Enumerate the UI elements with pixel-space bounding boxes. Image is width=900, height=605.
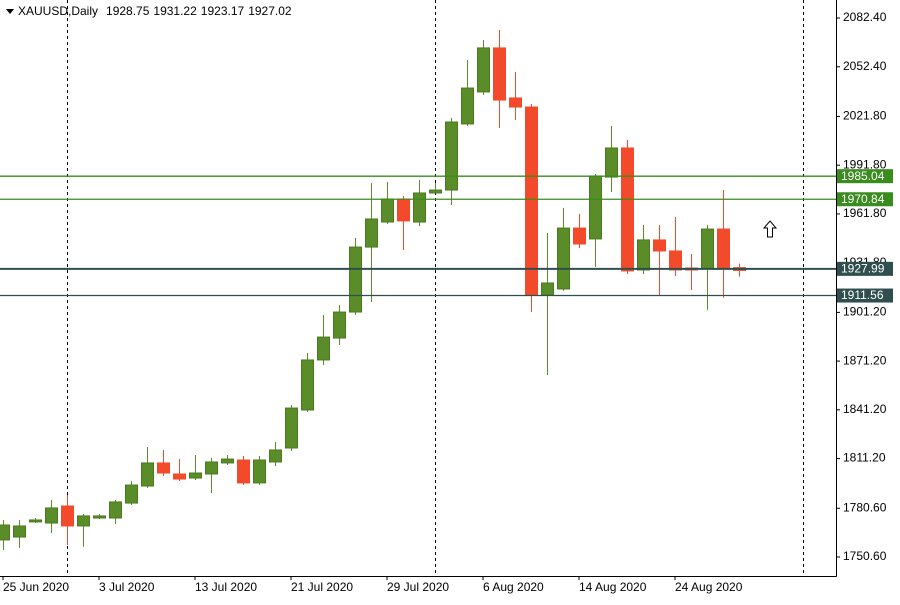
candle-body xyxy=(669,250,682,271)
candle-body xyxy=(381,198,394,223)
y-tick-label: 1811.20 xyxy=(843,451,886,465)
level-label-box xyxy=(837,169,893,184)
candle-body xyxy=(317,336,330,361)
candle-body xyxy=(461,87,474,125)
candle-body xyxy=(0,524,10,541)
candle-body xyxy=(605,147,618,178)
menu-triangle xyxy=(6,9,14,14)
candle-body xyxy=(445,121,458,191)
level-label: 1985.04 xyxy=(841,169,885,183)
candle-body xyxy=(141,462,154,487)
x-tick-label: 29 Jul 2020 xyxy=(387,580,449,594)
candle-body xyxy=(285,407,298,449)
candle-body xyxy=(125,484,138,504)
symbol: XAUUSD,Daily xyxy=(18,4,98,18)
level-label: 1970.84 xyxy=(841,192,885,206)
y-tick-label: 1841.20 xyxy=(843,402,887,416)
header-low: 1923.17 xyxy=(201,4,245,18)
candle-body xyxy=(93,515,106,519)
candle-body xyxy=(333,311,346,339)
candle-body xyxy=(413,192,426,223)
x-tick-label: 6 Aug 2020 xyxy=(483,580,544,594)
header-open: 1928.75 xyxy=(106,4,150,18)
candle-body xyxy=(541,282,554,296)
candle-body xyxy=(61,505,74,527)
candle-body xyxy=(653,239,666,252)
candle-body xyxy=(13,525,26,538)
candle-body xyxy=(493,47,506,101)
y-tick-label: 1991.80 xyxy=(843,157,887,171)
y-tick-label: 2052.40 xyxy=(843,59,887,73)
y-tick-label: 1871.20 xyxy=(843,353,887,367)
level-label: 1927.99 xyxy=(841,262,885,276)
candle-body xyxy=(45,507,58,524)
candle-body xyxy=(589,175,602,240)
candle-body xyxy=(189,472,202,479)
candle-body xyxy=(621,147,634,272)
candle-body xyxy=(205,461,218,475)
candle-body xyxy=(365,218,378,248)
candle-body xyxy=(397,198,410,222)
header-high: 1931.22 xyxy=(153,4,197,18)
candle-body xyxy=(701,228,714,270)
y-tick-label: 1780.60 xyxy=(843,500,887,514)
candle-body xyxy=(157,462,170,474)
arrow-icon xyxy=(762,220,778,238)
x-tick-label: 14 Aug 2020 xyxy=(579,580,647,594)
candle-body xyxy=(77,515,90,527)
y-tick-label: 2021.80 xyxy=(843,109,887,123)
candle-body xyxy=(509,97,522,108)
level-label-box xyxy=(837,261,893,276)
candle-body xyxy=(557,227,570,290)
candle-body xyxy=(253,459,266,484)
chart-header: XAUUSD,Daily 1928.75 1931.22 1923.17 1927.02 xyxy=(18,4,292,18)
y-tick-label: 1750.60 xyxy=(843,549,887,563)
x-tick-label: 13 Jul 2020 xyxy=(195,580,257,594)
level-label: 1911.56 xyxy=(841,288,884,302)
level-label-box xyxy=(837,288,893,303)
candle-body xyxy=(637,239,650,271)
x-tick-label: 3 Jul 2020 xyxy=(99,580,155,594)
header-close: 1927.02 xyxy=(248,4,292,18)
candle-body xyxy=(429,189,442,194)
candle-body xyxy=(269,449,282,463)
x-tick-label: 24 Aug 2020 xyxy=(675,580,743,594)
candle-body xyxy=(237,459,250,484)
candle-body xyxy=(29,519,42,523)
candle-body xyxy=(717,228,730,270)
candle-body xyxy=(301,359,314,411)
y-tick-label: 2082.40 xyxy=(843,10,887,24)
level-label-box xyxy=(837,192,893,207)
candle-body xyxy=(573,227,586,245)
candle-body xyxy=(349,246,362,313)
candle-body xyxy=(477,47,490,93)
candle-body xyxy=(525,106,538,296)
y-tick-label: 1961.80 xyxy=(843,206,887,220)
candle-body xyxy=(109,501,122,519)
x-tick-label: 25 Jun 2020 xyxy=(3,580,69,594)
x-tick-label: 21 Jul 2020 xyxy=(291,580,353,594)
candle-body xyxy=(173,473,186,480)
y-tick-label: 1901.20 xyxy=(843,305,887,319)
candle-body xyxy=(221,458,234,464)
